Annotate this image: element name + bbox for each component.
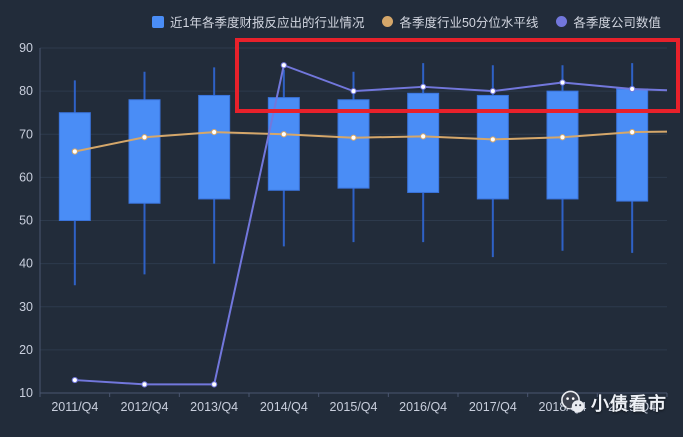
y-tick-label-70: 70 <box>19 127 33 141</box>
y-tick-label-40: 40 <box>19 257 33 271</box>
median-line <box>74 130 668 153</box>
company-line-point-2018/Q4 <box>559 79 566 86</box>
x-tick-label-2014/Q4: 2014/Q4 <box>260 400 308 414</box>
box-2011/Q4 <box>58 112 91 221</box>
median-line-point-2014/Q4 <box>280 131 287 138</box>
company-line-point-2019/Q4 <box>629 85 636 93</box>
box-2016/Q4 <box>407 92 440 193</box>
x-tick-label-2011/Q4: 2011/Q4 <box>51 400 98 414</box>
company-line-point-2017/Q4 <box>489 88 496 95</box>
median-line-point-2011/Q4 <box>71 148 78 155</box>
y-tick-label-20: 20 <box>19 343 33 357</box>
box-2019/Q4 <box>616 88 649 202</box>
legend-label-median-line: 各季度行业50分位水平线 <box>399 16 539 30</box>
legend-item-company-value[interactable]: 各季度公司数值 <box>556 12 661 31</box>
watermark-text: 小债看市 <box>591 394 667 414</box>
box-2013/Q4 <box>198 94 231 200</box>
y-tick-label-80: 80 <box>19 84 33 98</box>
box-2015/Q4 <box>337 99 370 189</box>
legend-label-company-value: 各季度公司数值 <box>573 16 661 30</box>
box-2012/Q4 <box>128 99 161 204</box>
median-line-point-2017/Q4 <box>489 136 496 143</box>
x-tick-label-2015/Q4: 2015/Q4 <box>330 400 378 414</box>
median-line-point-2019/Q4 <box>629 128 636 136</box>
company-series-marker-icon <box>556 16 568 27</box>
boxplot-series-marker-icon <box>152 15 164 28</box>
legend-item-median-line[interactable]: 各季度行业50分位水平线 <box>382 12 538 31</box>
median-series-marker-icon <box>382 16 394 27</box>
company-line-point-2013/Q4 <box>211 381 218 388</box>
x-tick-label-2013/Q4: 2013/Q4 <box>190 400 238 414</box>
y-tick-label-50: 50 <box>19 214 33 228</box>
chart-legend: 近1年各季度财报反应出的行业情况 各季度行业50分位水平线 各季度公司数值 <box>152 12 661 31</box>
company-line-point-2011/Q4 <box>71 376 78 384</box>
x-tick-label-2019/Q4: 2019/Q4 <box>608 400 656 414</box>
median-line-point-2013/Q4 <box>211 128 218 136</box>
x-tick-label-2012/Q4: 2012/Q4 <box>121 400 169 414</box>
x-tick-label-2016/Q4: 2016/Q4 <box>399 400 447 414</box>
y-tick-label-30: 30 <box>19 300 33 314</box>
x-tick-label-2017/Q4: 2017/Q4 <box>469 400 517 414</box>
company-line <box>74 64 668 386</box>
median-line-point-2015/Q4 <box>350 134 357 141</box>
watermark: 小债看市 <box>560 390 667 416</box>
annotation-red-box <box>235 38 680 113</box>
company-line-point-2014/Q4 <box>280 62 287 69</box>
company-line-point-2012/Q4 <box>141 381 148 388</box>
box-2018/Q4 <box>546 90 579 200</box>
company-line-point-2015/Q4 <box>350 88 357 95</box>
median-line-point-2018/Q4 <box>559 134 566 141</box>
legend-item-industry-boxplot[interactable]: 近1年各季度财报反应出的行业情况 <box>152 12 364 31</box>
legend-label-industry-boxplot: 近1年各季度财报反应出的行业情况 <box>170 16 365 30</box>
y-tick-label-90: 90 <box>19 41 33 55</box>
y-tick-label-60: 60 <box>19 170 33 184</box>
y-tick-label-10: 10 <box>19 386 33 400</box>
wechat-icon <box>561 390 585 413</box>
median-line-point-2016/Q4 <box>420 133 427 140</box>
median-line-point-2012/Q4 <box>141 134 148 141</box>
company-line-point-2016/Q4 <box>420 83 427 90</box>
